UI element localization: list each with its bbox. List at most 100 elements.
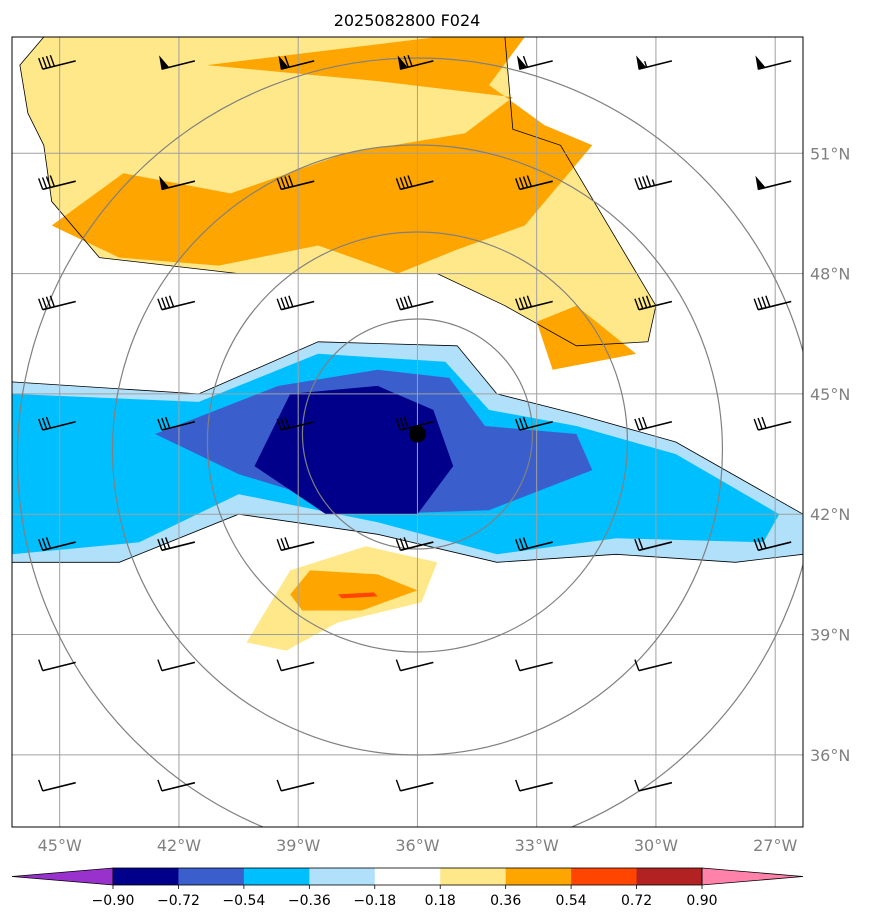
- wind-barb: [38, 416, 76, 431]
- colorbar-extend-high: [701, 867, 804, 886]
- lon-tick-label: 36°W: [395, 836, 439, 855]
- colorbar-bin: [178, 868, 245, 885]
- colorbar-tick-label: −0.36: [288, 893, 331, 909]
- wind-barb: [38, 295, 76, 311]
- lon-tick-label: 33°W: [515, 836, 559, 855]
- wind-barb: [634, 659, 673, 672]
- wind-barb: [157, 779, 196, 792]
- colorbar-tick-label: 0.72: [621, 893, 652, 909]
- shaded-region-8: [290, 570, 418, 611]
- wind-barb: [634, 538, 673, 552]
- contour-line-1: [12, 341, 803, 563]
- wind-barb: [278, 55, 315, 70]
- lat-tick-label: 42°N: [810, 505, 850, 524]
- wind-barb: [159, 55, 196, 70]
- shaded-region-2: [536, 305, 637, 370]
- colorbar: [11, 867, 804, 886]
- lat-tick-label: 36°N: [810, 746, 850, 765]
- lat-tick-label: 39°N: [810, 626, 850, 645]
- colorbar-bin: [505, 868, 572, 885]
- wind-barbs: [38, 54, 792, 792]
- colorbar-bin: [309, 868, 376, 885]
- colorbar-tick-label: 0.36: [490, 893, 521, 909]
- colorbar-bin: [374, 868, 441, 885]
- range-ring-1: [206, 231, 629, 653]
- shaded-region-9: [337, 592, 378, 599]
- wind-barb: [38, 659, 76, 672]
- colorbar-tick-label: −0.90: [92, 893, 135, 909]
- wind-barb: [515, 537, 553, 552]
- contour-shading: [12, 37, 803, 651]
- wind-barb: [515, 779, 553, 792]
- colorbar-bin: [440, 868, 507, 885]
- lon-tick-label: 30°W: [634, 836, 678, 855]
- wind-barb: [516, 55, 553, 70]
- lon-tick-label: 42°W: [157, 836, 201, 855]
- wind-barb: [38, 779, 76, 792]
- wind-barb: [755, 55, 792, 70]
- map-frame: [11, 36, 804, 828]
- range-ring-0: [301, 318, 534, 550]
- wind-barb: [157, 295, 196, 311]
- wind-barb: [753, 537, 792, 552]
- wind-barb: [395, 537, 434, 552]
- lat-tick-label: 51°N: [810, 144, 850, 163]
- colorbar-tick-labels: −0.90 −0.72 −0.54 −0.36 −0.18 0.18 0.36 0.54 0.7…: [92, 885, 718, 909]
- range-ring-2: [111, 144, 724, 756]
- shaded-region-1: [51, 37, 593, 274]
- colorbar-tick-label: −0.18: [353, 893, 396, 909]
- wind-barb: [157, 659, 196, 672]
- lat-tick-label: 45°N: [810, 385, 850, 404]
- contour-lines: [12, 37, 803, 563]
- colorbar-bin: [571, 868, 638, 885]
- wind-barb: [276, 659, 315, 672]
- longitude-tick-labels: 45°W 42°W 39°W 36°W 33°W 30°W 27°W: [38, 836, 798, 855]
- wind-barb: [157, 416, 196, 431]
- lat-tick-label: 48°N: [810, 265, 850, 284]
- wind-barb: [276, 175, 315, 191]
- shaded-region-6: [254, 385, 454, 515]
- colorbar-tick-label: 0.18: [425, 893, 456, 909]
- wind-barb: [38, 54, 76, 70]
- wind-barb: [276, 416, 315, 431]
- wind-barb: [276, 295, 315, 311]
- wind-barb: [755, 175, 792, 191]
- map-plot-area: [12, 37, 803, 827]
- colorbar-extend-low: [11, 867, 114, 886]
- wind-barb: [159, 175, 196, 191]
- colorbar-tick-label: 0.90: [686, 893, 717, 909]
- colorbar-tick-label: −0.54: [222, 893, 265, 909]
- latitude-tick-labels: 36°N 39°N 42°N 45°N 48°N 51°N: [810, 144, 850, 765]
- lon-tick-label: 27°W: [753, 836, 797, 855]
- lon-tick-label: 45°W: [38, 836, 82, 855]
- wind-barb: [634, 295, 673, 311]
- wind-barb: [395, 175, 434, 191]
- wind-barb: [395, 779, 434, 792]
- wind-barb: [38, 175, 76, 191]
- wind-barb: [397, 54, 434, 70]
- colorbar-tick-label: 0.54: [556, 893, 587, 909]
- wind-barb: [753, 295, 792, 311]
- colorbar-bin: [113, 868, 179, 885]
- wind-barb: [38, 537, 76, 552]
- center-marker: [408, 425, 426, 443]
- storm-center-dot: [408, 425, 426, 443]
- wind-barb: [157, 537, 196, 552]
- wind-barb: [634, 175, 673, 191]
- wind-barb: [395, 295, 434, 311]
- wind-barb: [276, 537, 315, 552]
- wind-barb: [515, 659, 553, 672]
- wind-barb: [276, 779, 315, 792]
- colorbar-bin: [636, 868, 703, 885]
- colorbar-bin: [243, 868, 310, 885]
- wind-barb: [395, 659, 434, 672]
- chart-title: 2025082800 F024: [334, 11, 481, 30]
- lon-tick-label: 39°W: [276, 836, 320, 855]
- wind-barb: [753, 416, 792, 431]
- contour-line-0: [19, 37, 657, 347]
- colorbar-tick-label: −0.72: [157, 893, 200, 909]
- colorbar-frame: [112, 867, 703, 886]
- range-rings: [16, 57, 803, 827]
- range-ring-3: [16, 57, 803, 827]
